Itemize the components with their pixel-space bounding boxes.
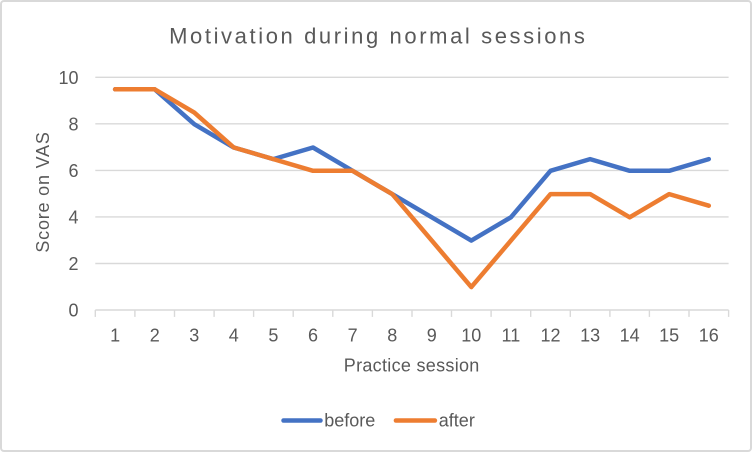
svg-text:14: 14 xyxy=(620,325,640,345)
svg-text:5: 5 xyxy=(268,325,278,345)
svg-text:8: 8 xyxy=(387,325,397,345)
svg-text:4: 4 xyxy=(68,207,78,227)
svg-text:4: 4 xyxy=(229,325,239,345)
svg-text:before: before xyxy=(324,411,375,431)
svg-text:Score on VAS: Score on VAS xyxy=(33,131,53,252)
svg-text:11: 11 xyxy=(502,325,521,345)
svg-text:3: 3 xyxy=(189,325,199,345)
svg-text:6: 6 xyxy=(308,325,318,345)
svg-text:Motivation during normal sessi: Motivation during normal sessions xyxy=(169,24,587,49)
svg-text:16: 16 xyxy=(699,325,719,345)
svg-text:7: 7 xyxy=(348,325,358,345)
svg-text:2: 2 xyxy=(150,325,160,345)
svg-text:12: 12 xyxy=(540,325,560,345)
svg-text:2: 2 xyxy=(68,254,78,274)
svg-text:9: 9 xyxy=(427,325,437,345)
svg-text:Practice session: Practice session xyxy=(344,356,480,376)
svg-text:6: 6 xyxy=(68,161,78,181)
svg-text:10: 10 xyxy=(461,325,481,345)
svg-text:8: 8 xyxy=(68,114,78,134)
svg-text:13: 13 xyxy=(580,325,600,345)
svg-text:10: 10 xyxy=(58,68,78,88)
svg-text:1: 1 xyxy=(110,325,120,345)
svg-text:15: 15 xyxy=(659,325,679,345)
svg-text:after: after xyxy=(439,411,475,431)
svg-text:0: 0 xyxy=(68,301,78,321)
